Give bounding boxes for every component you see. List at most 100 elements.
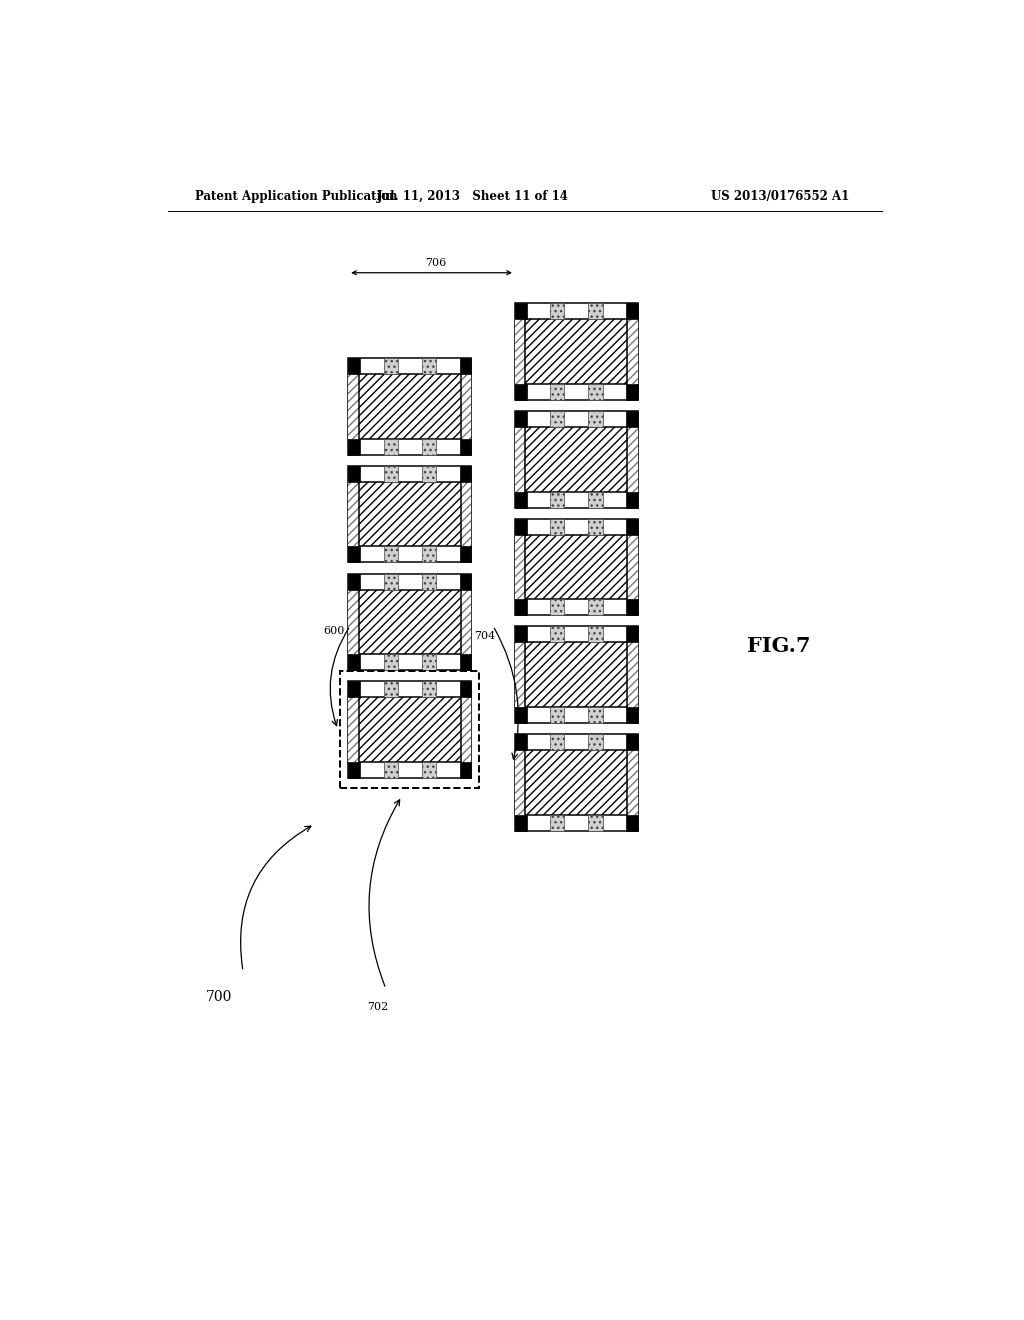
Bar bbox=[384, 358, 397, 374]
Bar bbox=[627, 491, 638, 507]
Bar bbox=[589, 814, 602, 830]
Text: 600: 600 bbox=[324, 626, 345, 636]
Bar bbox=[460, 681, 471, 697]
Bar bbox=[384, 655, 397, 671]
Bar bbox=[384, 681, 397, 697]
Bar bbox=[627, 814, 638, 830]
Bar bbox=[627, 627, 638, 643]
Bar bbox=[550, 814, 564, 830]
Bar bbox=[460, 574, 471, 590]
Bar bbox=[348, 482, 358, 546]
Bar bbox=[589, 734, 602, 750]
Bar bbox=[384, 574, 397, 590]
Bar bbox=[460, 546, 471, 562]
Bar bbox=[515, 411, 638, 507]
Bar bbox=[589, 491, 602, 507]
Bar bbox=[422, 574, 436, 590]
Bar bbox=[628, 535, 638, 599]
Bar bbox=[589, 599, 602, 615]
Text: 702: 702 bbox=[368, 1002, 389, 1012]
Bar bbox=[422, 358, 436, 374]
Text: 704: 704 bbox=[474, 631, 496, 642]
Bar bbox=[348, 574, 471, 671]
Bar bbox=[550, 627, 564, 643]
Bar bbox=[628, 319, 638, 384]
Bar bbox=[515, 708, 526, 723]
Bar bbox=[627, 708, 638, 723]
Bar bbox=[460, 466, 471, 482]
Bar bbox=[627, 384, 638, 400]
Bar bbox=[460, 358, 471, 374]
Bar bbox=[348, 590, 358, 655]
Bar bbox=[422, 546, 436, 562]
Bar bbox=[348, 655, 359, 671]
Bar bbox=[358, 697, 461, 762]
Bar bbox=[550, 708, 564, 723]
Bar bbox=[348, 374, 358, 438]
Bar bbox=[384, 438, 397, 454]
Bar bbox=[525, 750, 628, 814]
Bar bbox=[515, 643, 525, 708]
Bar bbox=[589, 411, 602, 426]
Bar bbox=[525, 535, 628, 599]
Bar bbox=[515, 491, 526, 507]
Bar bbox=[348, 574, 359, 590]
Text: 706: 706 bbox=[425, 257, 446, 268]
Bar bbox=[550, 734, 564, 750]
Bar bbox=[422, 681, 436, 697]
Bar bbox=[348, 762, 359, 777]
Bar bbox=[422, 466, 436, 482]
Bar bbox=[515, 411, 526, 426]
Bar bbox=[515, 384, 526, 400]
Bar bbox=[460, 655, 471, 671]
Bar bbox=[461, 697, 471, 762]
Bar bbox=[348, 697, 358, 762]
Bar bbox=[515, 304, 526, 319]
Bar bbox=[515, 426, 525, 491]
Bar bbox=[422, 655, 436, 671]
Bar bbox=[627, 519, 638, 535]
Text: US 2013/0176552 A1: US 2013/0176552 A1 bbox=[712, 190, 850, 202]
Text: Patent Application Publication: Patent Application Publication bbox=[196, 190, 398, 202]
Bar bbox=[348, 681, 471, 777]
Bar bbox=[589, 384, 602, 400]
Bar bbox=[515, 627, 526, 643]
Text: 700: 700 bbox=[206, 990, 232, 1005]
Text: Jul. 11, 2013   Sheet 11 of 14: Jul. 11, 2013 Sheet 11 of 14 bbox=[377, 190, 569, 202]
Text: FIG.7: FIG.7 bbox=[746, 636, 811, 656]
Bar bbox=[348, 438, 359, 454]
Bar bbox=[348, 358, 359, 374]
Bar bbox=[348, 358, 471, 454]
Bar bbox=[515, 319, 525, 384]
Bar bbox=[515, 734, 526, 750]
Bar bbox=[515, 750, 525, 814]
Bar bbox=[461, 590, 471, 655]
Bar bbox=[515, 814, 526, 830]
Bar bbox=[358, 590, 461, 655]
Bar bbox=[627, 599, 638, 615]
Bar bbox=[515, 519, 638, 615]
Bar bbox=[348, 466, 359, 482]
Bar bbox=[550, 411, 564, 426]
Bar bbox=[348, 681, 359, 697]
Bar bbox=[589, 708, 602, 723]
Bar bbox=[515, 519, 526, 535]
Bar bbox=[628, 643, 638, 708]
Bar bbox=[550, 384, 564, 400]
Bar bbox=[589, 304, 602, 319]
Bar bbox=[348, 546, 359, 562]
Bar bbox=[460, 438, 471, 454]
Bar bbox=[422, 762, 436, 777]
Bar bbox=[460, 762, 471, 777]
Bar bbox=[525, 643, 628, 708]
Bar bbox=[461, 482, 471, 546]
Bar bbox=[515, 535, 525, 599]
Bar bbox=[525, 426, 628, 491]
Bar bbox=[627, 304, 638, 319]
Bar bbox=[358, 374, 461, 438]
Bar bbox=[628, 750, 638, 814]
Bar bbox=[628, 426, 638, 491]
Bar bbox=[627, 734, 638, 750]
Bar bbox=[627, 411, 638, 426]
Bar bbox=[589, 627, 602, 643]
